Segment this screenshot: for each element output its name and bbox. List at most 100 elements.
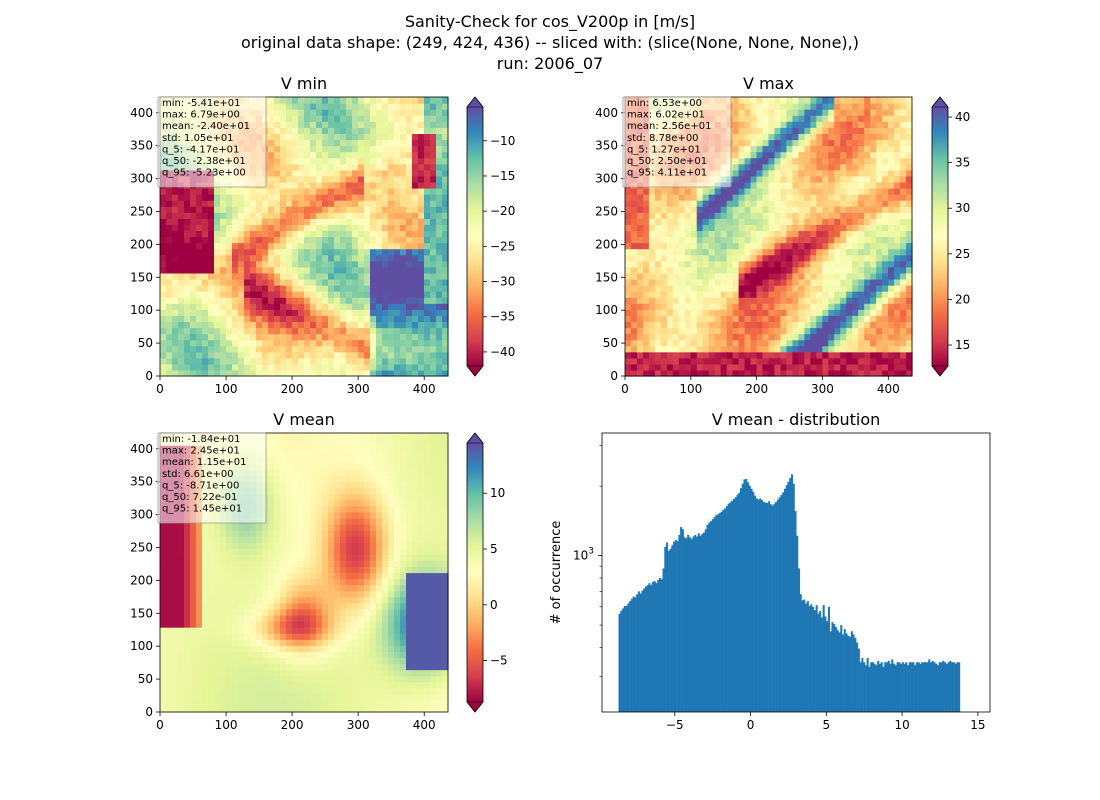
histogram-bar xyxy=(787,481,790,712)
histogram-bar xyxy=(741,483,744,712)
x-tick-label: 400 xyxy=(877,382,900,396)
y-tick-label: 400 xyxy=(130,442,153,456)
histogram-bar xyxy=(630,598,633,712)
histogram-bar xyxy=(826,621,829,712)
figure-title-line-1: Sanity-Check for cos_V200p in [m/s] xyxy=(404,12,696,31)
colorbar-tick-label: −30 xyxy=(490,275,515,289)
histogram-bar xyxy=(627,603,630,712)
histogram-bar xyxy=(643,588,646,712)
histogram-bar xyxy=(827,606,830,712)
histogram-bar xyxy=(653,581,656,712)
histogram-bar xyxy=(776,499,779,712)
histogram-bar xyxy=(810,604,813,712)
histogram-bar xyxy=(685,538,688,712)
histogram-bar xyxy=(669,548,672,712)
histogram-bar xyxy=(717,514,720,712)
histogram-bar xyxy=(629,601,632,712)
histogram-bar xyxy=(938,662,941,712)
histogram-bar xyxy=(944,662,947,712)
colorbar-tick-label: 25 xyxy=(955,247,970,261)
y-tick-label: 0 xyxy=(145,369,153,383)
histogram-bar xyxy=(768,501,771,712)
histogram-bar xyxy=(937,665,940,712)
colorbar-extend-top xyxy=(466,96,484,108)
stats-line: q_95: 1.45e+01 xyxy=(162,504,242,515)
histogram-bar xyxy=(910,662,913,712)
histogram-bar xyxy=(790,474,794,712)
histogram-bar xyxy=(764,502,767,712)
histogram-bar xyxy=(655,583,658,712)
stats-line: q_50: 7.22e-01 xyxy=(162,492,237,503)
histogram-bar xyxy=(829,631,832,712)
axes-frame xyxy=(159,96,449,377)
histogram-bar xyxy=(644,586,647,712)
colorbar-extend-bottom xyxy=(931,365,949,377)
histogram-bar xyxy=(822,605,825,712)
histogram-bar xyxy=(887,660,890,712)
histogram-bar xyxy=(873,663,876,712)
stats-line: std: 1.05e+01 xyxy=(162,133,234,144)
y-tick-label: 200 xyxy=(130,237,153,251)
histogram-bar xyxy=(880,662,883,712)
histogram-bar xyxy=(840,625,843,712)
histogram-bar xyxy=(766,503,769,712)
y-tick-label: 0 xyxy=(610,369,618,383)
colorbar-tick-label: −15 xyxy=(490,169,515,183)
histogram-bar xyxy=(838,632,841,712)
x-tick-label: 100 xyxy=(215,718,238,732)
colorbar-tick-label: 15 xyxy=(955,338,970,352)
histogram-bar xyxy=(620,611,623,712)
colorbar-tick-label: −20 xyxy=(490,204,515,218)
histogram-bar xyxy=(729,502,732,712)
y-tick-label: 50 xyxy=(138,336,153,350)
histogram-bar xyxy=(805,603,808,712)
histogram-bar xyxy=(715,514,718,712)
stats-line: q_50: -2.38e+01 xyxy=(162,156,246,167)
x-tick-label: 400 xyxy=(413,718,436,732)
y-tick-label: 50 xyxy=(138,672,153,686)
histogram-bar xyxy=(803,599,806,712)
axes-frame xyxy=(624,96,913,377)
stats-line: min: -5.41e+01 xyxy=(162,98,241,109)
histogram-bar xyxy=(824,616,827,712)
histogram-bar xyxy=(806,601,809,712)
histogram-bar xyxy=(931,660,934,712)
histogram-bar xyxy=(796,535,799,712)
histogram-bar xyxy=(922,662,925,712)
histogram-bar xyxy=(843,629,846,712)
histogram-bar xyxy=(878,663,882,712)
histogram-bar xyxy=(799,594,802,712)
histogram-bar xyxy=(623,605,626,712)
histogram-bar xyxy=(736,495,739,712)
histogram-bar xyxy=(651,581,655,712)
stats-box-background xyxy=(157,96,267,188)
histogram-bar xyxy=(794,511,797,712)
histogram-bar xyxy=(688,537,691,712)
histogram-bar xyxy=(687,534,690,712)
histogram-bar xyxy=(748,485,751,712)
histogram-bar xyxy=(924,662,927,712)
histogram-bar xyxy=(905,662,908,712)
histogram-bar xyxy=(845,633,848,712)
histogram-bar xyxy=(637,591,640,712)
histogram-bar xyxy=(875,665,878,712)
y-tick-label: 400 xyxy=(130,106,153,120)
histogram-bar xyxy=(926,662,929,712)
y-tick-label: 0 xyxy=(145,705,153,719)
histogram-bar xyxy=(759,498,762,712)
histogram-bar xyxy=(710,521,713,712)
y-tick-label: 150 xyxy=(130,270,153,284)
heatmap-image xyxy=(625,97,913,377)
histogram-bars xyxy=(618,474,961,712)
histogram-bar xyxy=(650,585,653,712)
histogram-bar xyxy=(780,495,783,712)
histogram-bar xyxy=(666,542,669,712)
histogram-bar xyxy=(798,568,801,712)
heatmap-panel-1: V min 0 100 200 300 400 0 50 100 150 200 250 300 350 4… xyxy=(130,74,515,396)
histogram-bar xyxy=(907,665,910,712)
histogram-bar xyxy=(738,492,741,712)
histogram-bar xyxy=(815,605,818,712)
histogram-bar xyxy=(695,536,698,712)
